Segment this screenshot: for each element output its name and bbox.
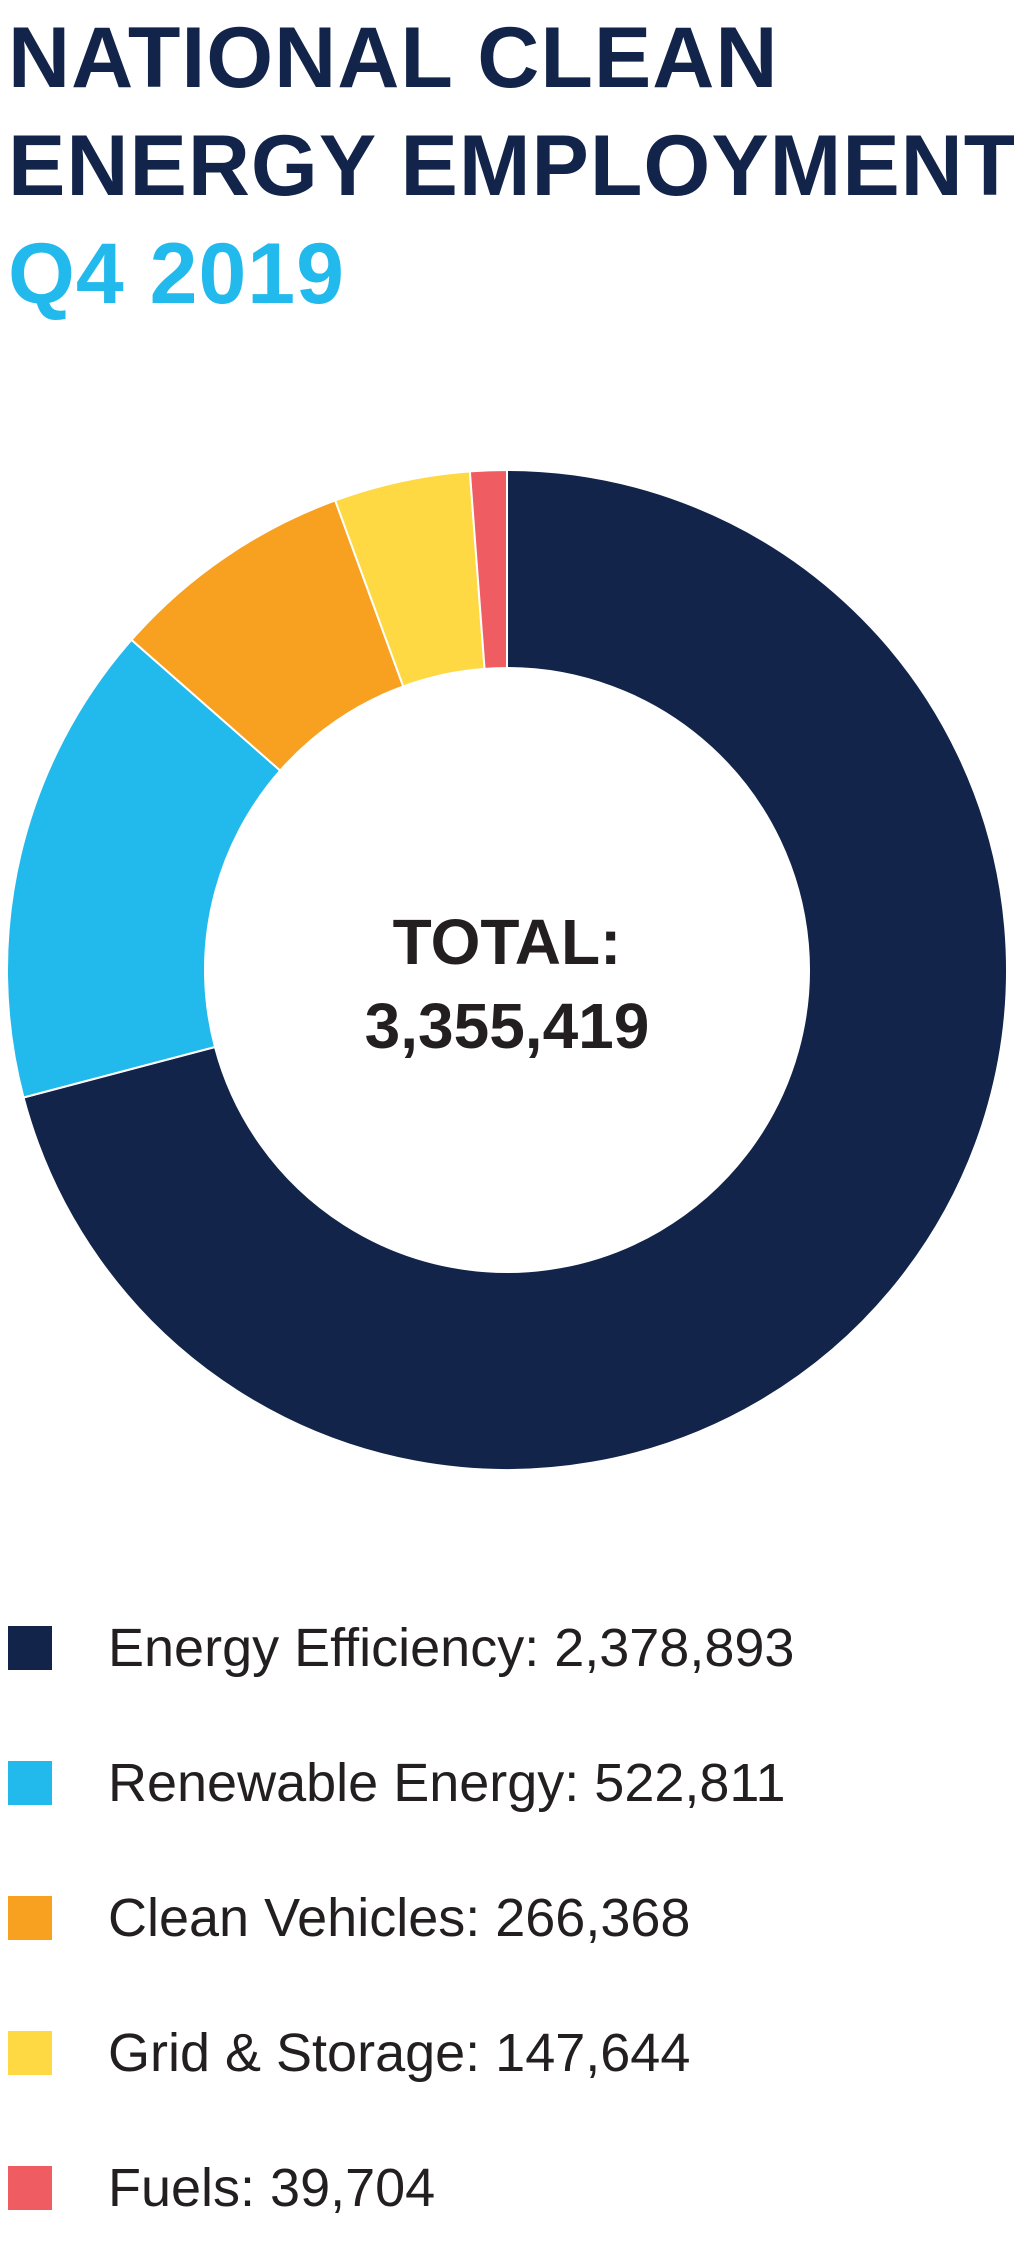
donut-center-label: TOTAL: 3,355,419 — [207, 900, 807, 1068]
total-value: 3,355,419 — [364, 990, 650, 1062]
legend-item: Grid & Storage: 147,644 — [8, 1985, 1008, 2120]
chart-legend: Energy Efficiency: 2,378,893 Renewable En… — [8, 1580, 1008, 2255]
title-block: NATIONAL CLEAN ENERGY EMPLOYMENT Q4 2019 — [8, 4, 1014, 328]
chart-subtitle: Q4 2019 — [8, 226, 345, 322]
legend-label: Clean Vehicles: 266,368 — [108, 1887, 691, 1948]
legend-item: Energy Efficiency: 2,378,893 — [8, 1580, 1008, 1715]
legend-label: Fuels: 39,704 — [108, 2157, 436, 2218]
legend-item: Clean Vehicles: 266,368 — [8, 1850, 1008, 1985]
slice-renewable-energy — [6, 638, 282, 1099]
legend-label: Energy Efficiency: 2,378,893 — [108, 1617, 795, 1678]
legend-label: Grid & Storage: 147,644 — [108, 2022, 691, 2083]
chart-title-line-1: NATIONAL CLEAN — [8, 10, 779, 106]
legend-swatch — [8, 1895, 52, 1940]
legend-swatch — [8, 1625, 52, 1670]
legend-swatch — [8, 1760, 52, 1805]
slice-fuels — [468, 468, 508, 670]
donut-slices — [6, 468, 1008, 1471]
legend-swatch — [8, 2165, 52, 2210]
legend-item: Fuels: 39,704 — [8, 2120, 1008, 2255]
chart-title-line-2: ENERGY EMPLOYMENT — [8, 118, 1014, 214]
legend-label: Renewable Energy: 522,811 — [108, 1752, 786, 1813]
legend-item: Renewable Energy: 522,811 — [8, 1715, 1008, 1850]
slice-energy-efficiency — [22, 468, 1008, 1471]
donut-chart: TOTAL: 3,355,419 — [0, 460, 1014, 1480]
total-label: TOTAL: — [392, 906, 622, 978]
legend-swatch — [8, 2030, 52, 2075]
donut-chart-svg — [6, 468, 1008, 1471]
